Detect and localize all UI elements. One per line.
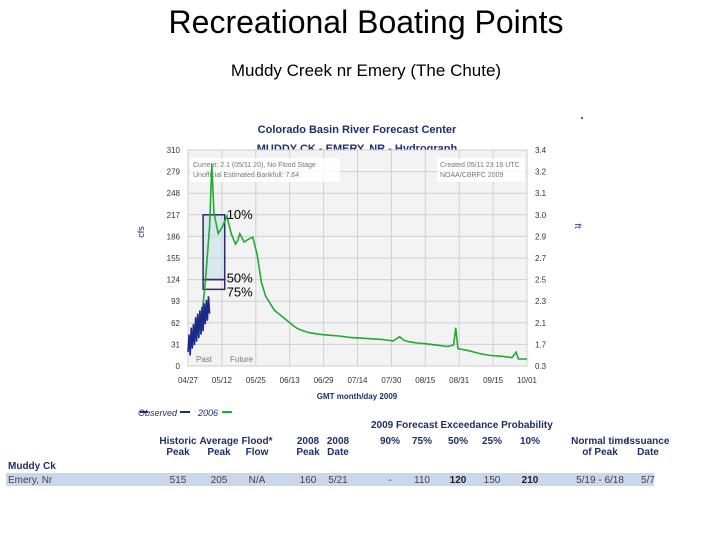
table-header-cell: Issuance Date: [626, 436, 670, 458]
x-tick: 07/30: [381, 376, 402, 385]
info-box-right: [437, 158, 525, 182]
y-tick-left: 62: [171, 319, 180, 328]
table-header-cell: Historic Peak: [159, 436, 197, 458]
y-tick-right: 2.9: [535, 232, 547, 241]
annotation-10pct: 10%: [227, 207, 253, 222]
x-tick: 10/01: [517, 376, 538, 385]
table-header-cell: 2008 Peak: [296, 436, 320, 458]
y-tick-left: 93: [171, 297, 180, 306]
table-cell: 120: [449, 475, 467, 486]
past-label: Past: [196, 355, 213, 364]
y-tick-right: 0.3: [535, 362, 547, 371]
x-tick: 08/31: [449, 376, 470, 385]
table-cell: 5/19 - 6/18: [576, 475, 624, 486]
y-tick-left: 31: [171, 340, 180, 349]
y-tick-right: 1.7: [535, 340, 547, 349]
table-cell: 515: [169, 475, 187, 486]
y-axis-label-right: ft: [573, 223, 583, 229]
table-title: 2009 Forecast Exceedance Probability: [371, 420, 553, 431]
table-header-cell: Average Peak: [199, 436, 239, 458]
table-header-cell: 10%: [519, 436, 540, 447]
x-axis-label: GMT month/day 2009: [317, 392, 398, 401]
y-tick-left: 217: [167, 211, 181, 220]
y-tick-left: 310: [167, 146, 181, 155]
x-tick: 05/25: [246, 376, 267, 385]
table-cell: 210: [521, 475, 539, 486]
row-name: Emery, Nr: [8, 475, 53, 486]
x-tick: 08/15: [415, 376, 436, 385]
x-tick: 07/14: [347, 376, 368, 385]
y-tick-right: 2.5: [535, 276, 547, 285]
y-tick-right: 2.1: [535, 319, 547, 328]
table-header-cell: 90%: [379, 436, 400, 447]
y-axis-label-left: cfs: [136, 226, 146, 238]
table-header-cell: 25%: [481, 436, 502, 447]
table-cell: 5/21: [328, 475, 348, 486]
table-group-label: Muddy Ck: [8, 461, 56, 472]
y-tick-left: 186: [167, 232, 181, 241]
x-tick: 04/27: [178, 376, 199, 385]
y-tick-left: 248: [167, 189, 181, 198]
legend-2006: 2006: [198, 408, 219, 418]
table-cell: 205: [210, 475, 228, 486]
page-subtitle: Muddy Creek nr Emery (The Chute): [230, 61, 502, 80]
series-line-2006: [187, 163, 527, 360]
info-right-1: Created 05/11 23:16 UTC: [440, 162, 520, 169]
x-tick: 09/15: [483, 376, 504, 385]
x-tick: 06/29: [314, 376, 335, 385]
info-left-1: Current: 2.1 (05/11 20), No Flood Stage: [193, 162, 316, 169]
page-title: Recreational Boating Points: [168, 4, 564, 40]
table-cell: -: [388, 475, 392, 486]
y-tick-right: 3.4: [535, 146, 547, 155]
x-tick: 05/12: [212, 376, 233, 385]
info-left-2: Unofficial Estimated Bankfull: 7.64: [193, 172, 299, 179]
y-tick-right: 3.1: [535, 189, 547, 198]
x-tick: 06/13: [280, 376, 301, 385]
y-tick-left: 279: [167, 168, 181, 177]
table-header-cell: Normal time of Peak: [571, 436, 629, 458]
y-tick-right: 3.2: [535, 168, 547, 177]
y-tick-right: 2.3: [535, 297, 547, 306]
info-box-left: [190, 158, 340, 182]
y-tick-left: 155: [167, 254, 181, 263]
annotation-75pct: 75%: [227, 285, 253, 300]
legend-observed: Observed: [138, 408, 178, 418]
future-label: Future: [230, 355, 254, 364]
table-header-cell: 75%: [411, 436, 432, 447]
table-header-cell: Flood* Flow: [241, 436, 273, 458]
table-header-cell: 2008 Date: [326, 436, 350, 458]
y-tick-left: 124: [167, 276, 181, 285]
series-line-observed: [187, 296, 211, 356]
table-cell: 110: [414, 475, 430, 486]
annotation-50pct: 50%: [227, 271, 253, 286]
table-cell: N/A: [248, 475, 266, 486]
table-cell: 5/7: [641, 475, 655, 486]
y-tick-right: 2.7: [535, 254, 547, 263]
exceedance-box-lower: [202, 278, 226, 291]
y-tick-left: 0: [176, 362, 181, 371]
table-cell: 150: [483, 475, 501, 486]
table-cell: 160: [299, 475, 317, 486]
y-tick-right: 3.0: [535, 211, 547, 220]
table-header-cell: 50%: [447, 436, 468, 447]
chart-header: Colorado Basin River Forecast Center: [258, 124, 457, 136]
info-right-2: NOAA/CBRFC 2009: [440, 172, 504, 179]
table-row: [6, 473, 654, 486]
stray-dot: [581, 117, 583, 119]
